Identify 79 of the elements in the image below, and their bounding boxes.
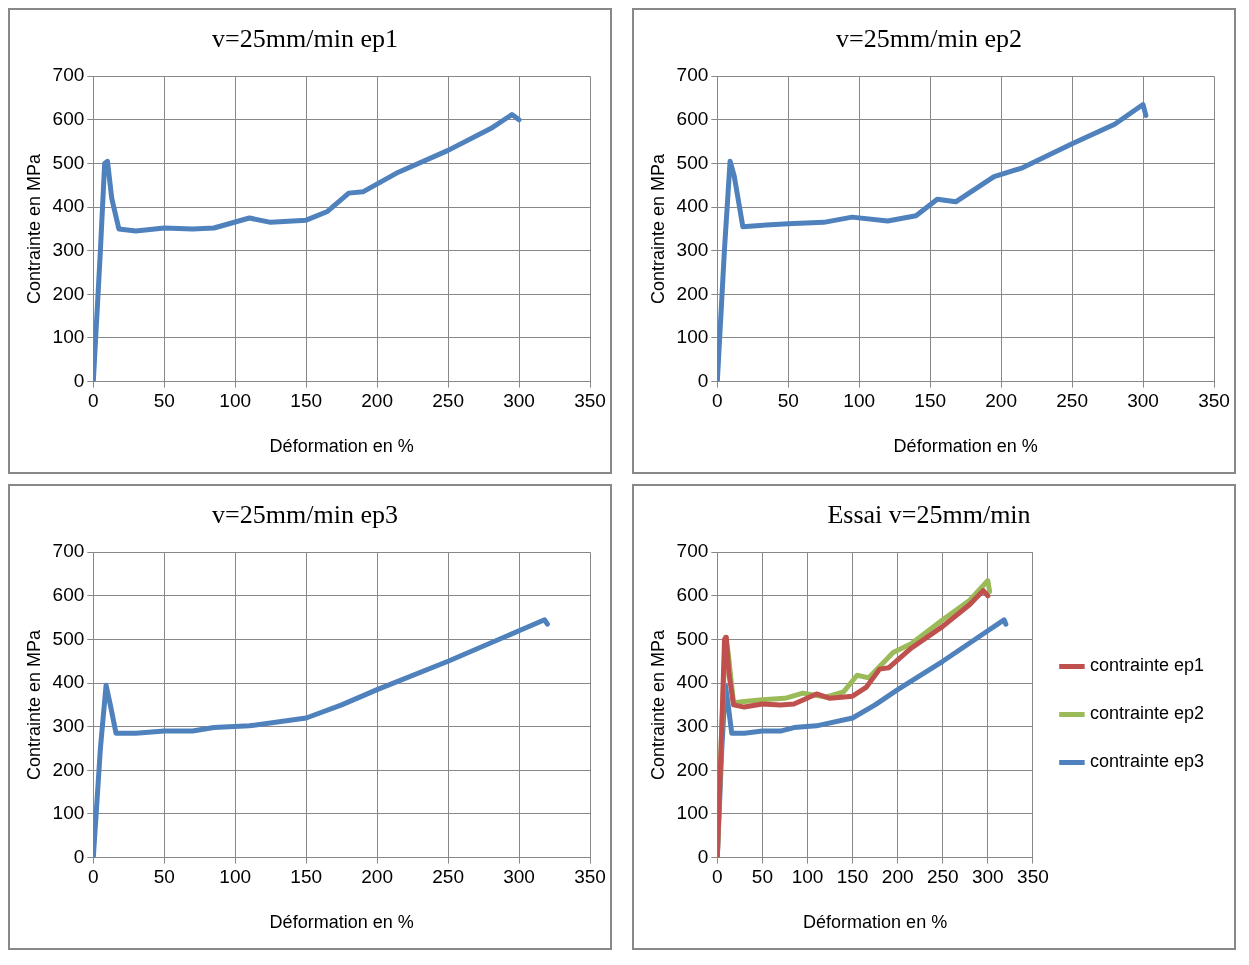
x-tick-label: 250 <box>1056 390 1088 412</box>
x-tick-label: 100 <box>843 390 876 412</box>
y-tick-label: 200 <box>676 282 709 304</box>
x-tick-label: 200 <box>985 390 1017 412</box>
y-tick-label: 400 <box>676 671 709 693</box>
y-tick-label: 400 <box>676 195 709 217</box>
chart-title: Essai v=25mm/min <box>827 500 1031 530</box>
y-tick-label: 700 <box>52 64 85 86</box>
y-axis-title: Contrainte en MPa <box>647 152 668 304</box>
y-tick-label: 300 <box>52 714 85 736</box>
x-tick-label: 300 <box>971 866 1004 888</box>
x-tick-label: 150 <box>836 866 869 888</box>
x-tick-label: 100 <box>791 866 824 888</box>
y-tick-label: 700 <box>676 540 709 562</box>
x-tick-label: 100 <box>219 866 252 888</box>
x-tick-label: 200 <box>361 866 393 888</box>
x-axis-title: Déformation en % <box>803 912 948 933</box>
x-tick-label: 200 <box>361 390 393 412</box>
legend-label: contrainte ep3 <box>1089 751 1205 772</box>
x-axis-title: Déformation en % <box>893 436 1038 457</box>
x-tick-label: 150 <box>914 390 947 412</box>
x-tick-label: 200 <box>881 866 914 888</box>
x-tick-label: 350 <box>1198 390 1230 412</box>
x-tick-label: 50 <box>751 866 773 888</box>
legend-label: contrainte ep1 <box>1089 655 1205 676</box>
x-axis-title: Déformation en % <box>269 912 414 933</box>
chart-title: v=25mm/min ep3 <box>212 500 398 530</box>
x-tick-label: 250 <box>432 866 464 888</box>
y-tick-label: 400 <box>52 671 85 693</box>
y-tick-label: 200 <box>52 758 85 780</box>
x-tick-label: 250 <box>432 390 464 412</box>
x-tick-label: 150 <box>290 390 323 412</box>
y-tick-label: 300 <box>676 238 709 260</box>
y-tick-label: 100 <box>52 326 85 348</box>
x-tick-label: 50 <box>153 390 175 412</box>
x-tick-label: 350 <box>574 866 606 888</box>
y-axis-title: Contrainte en MPa <box>23 628 44 780</box>
y-tick-label: 500 <box>676 627 709 649</box>
y-tick-label: 600 <box>676 584 709 606</box>
x-tick-label: 50 <box>153 866 175 888</box>
x-tick-label: 100 <box>219 390 252 412</box>
y-tick-label: 200 <box>676 758 709 780</box>
y-tick-label: 0 <box>697 369 709 391</box>
y-tick-label: 100 <box>676 802 709 824</box>
x-tick-label: 0 <box>712 866 723 888</box>
y-tick-label: 700 <box>52 540 85 562</box>
x-tick-label: 0 <box>88 866 99 888</box>
y-tick-label: 600 <box>676 108 709 130</box>
x-tick-label: 250 <box>926 866 959 888</box>
y-tick-label: 500 <box>52 151 85 173</box>
y-tick-label: 600 <box>52 108 85 130</box>
x-axis-title: Déformation en % <box>269 436 414 457</box>
y-tick-label: 300 <box>52 238 85 260</box>
y-tick-label: 0 <box>73 845 85 867</box>
x-tick-label: 300 <box>1127 390 1159 412</box>
x-tick-label: 50 <box>777 390 799 412</box>
x-tick-label: 350 <box>1017 866 1049 888</box>
y-tick-label: 500 <box>52 627 85 649</box>
legend-label: contrainte ep2 <box>1089 703 1205 724</box>
chart-title: v=25mm/min ep1 <box>212 24 398 54</box>
x-tick-label: 350 <box>574 390 606 412</box>
x-tick-label: 300 <box>503 390 535 412</box>
x-tick-label: 150 <box>290 866 323 888</box>
x-tick-label: 0 <box>88 390 99 412</box>
y-tick-label: 100 <box>52 802 85 824</box>
y-axis-title: Contrainte en MPa <box>647 628 668 780</box>
y-tick-label: 700 <box>676 64 709 86</box>
y-tick-label: 100 <box>676 326 709 348</box>
x-tick-label: 0 <box>712 390 723 412</box>
y-tick-label: 0 <box>697 845 709 867</box>
y-tick-label: 300 <box>676 714 709 736</box>
y-axis-title: Contrainte en MPa <box>23 152 44 304</box>
y-tick-label: 600 <box>52 584 85 606</box>
y-tick-label: 0 <box>73 369 85 391</box>
y-tick-label: 500 <box>676 151 709 173</box>
x-tick-label: 300 <box>503 866 535 888</box>
y-tick-label: 200 <box>52 282 85 304</box>
y-tick-label: 400 <box>52 195 85 217</box>
chart-title: v=25mm/min ep2 <box>836 24 1022 54</box>
